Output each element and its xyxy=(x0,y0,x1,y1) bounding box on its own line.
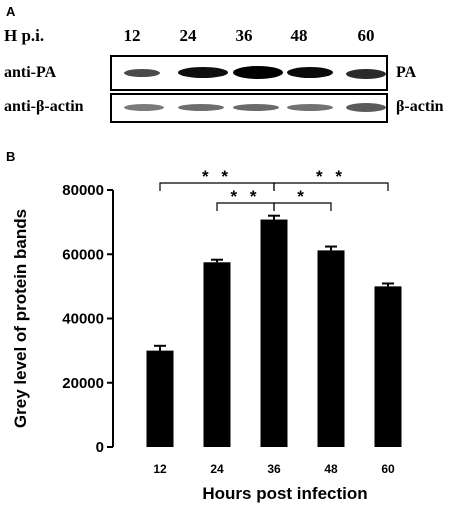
y-axis-label: Grey level of protein bands xyxy=(11,209,30,428)
y-tick-label: 0 xyxy=(96,439,104,456)
timepoint-header-row: H p.i. 12 24 36 48 60 xyxy=(4,26,454,48)
x-tick-label: 12 xyxy=(153,462,167,476)
actin-band-60h xyxy=(346,103,386,112)
pa-band-label: PA xyxy=(396,64,417,81)
significance-bracket xyxy=(273,182,389,191)
panel-b-letter: B xyxy=(6,149,16,164)
significance-marker: * * xyxy=(316,167,346,186)
bar xyxy=(260,219,288,447)
actin-band-24h xyxy=(178,104,224,111)
pa-band-48h xyxy=(287,67,333,78)
bar xyxy=(146,350,174,447)
timepoint-label: 48 xyxy=(290,26,308,45)
bar xyxy=(374,286,402,447)
actin-band-12h xyxy=(124,104,164,111)
actin-antibody-label: anti-β-actin xyxy=(4,98,84,115)
y-tick-label: 80000 xyxy=(62,182,104,199)
pa-band-60h xyxy=(346,69,386,79)
actin-western-blot xyxy=(110,93,388,123)
x-tick-label: 60 xyxy=(381,462,395,476)
x-tick-label: 24 xyxy=(210,462,224,476)
timepoint-label: 12 xyxy=(123,26,141,45)
significance-marker: * * xyxy=(231,187,261,206)
significance-marker: * xyxy=(297,187,308,206)
actin-band-label: β-actin xyxy=(396,98,444,115)
panel-a-letter: A xyxy=(6,4,16,19)
timepoint-label: 24 xyxy=(179,26,197,45)
significance-bracket xyxy=(273,202,332,211)
bar xyxy=(203,262,231,447)
y-tick-label: 20000 xyxy=(62,375,104,392)
pa-band-12h xyxy=(124,69,160,77)
timepoint-label: 36 xyxy=(235,26,253,45)
significance-marker: * * xyxy=(202,167,232,186)
x-tick-label: 36 xyxy=(267,462,281,476)
pa-band-36h xyxy=(233,66,283,79)
y-tick-label: 40000 xyxy=(62,311,104,328)
bar xyxy=(317,250,345,447)
pa-antibody-label: anti-PA xyxy=(4,64,57,81)
timepoint-label: 60 xyxy=(357,26,375,45)
hpi-label: H p.i. xyxy=(4,26,45,45)
x-axis-label: Hours post infection xyxy=(202,484,367,503)
pa-western-blot xyxy=(110,55,388,91)
pa-band-24h xyxy=(178,67,228,78)
actin-band-36h xyxy=(233,104,279,111)
x-tick-label: 48 xyxy=(324,462,338,476)
y-tick-label: 60000 xyxy=(62,246,104,263)
actin-band-48h xyxy=(287,104,333,111)
